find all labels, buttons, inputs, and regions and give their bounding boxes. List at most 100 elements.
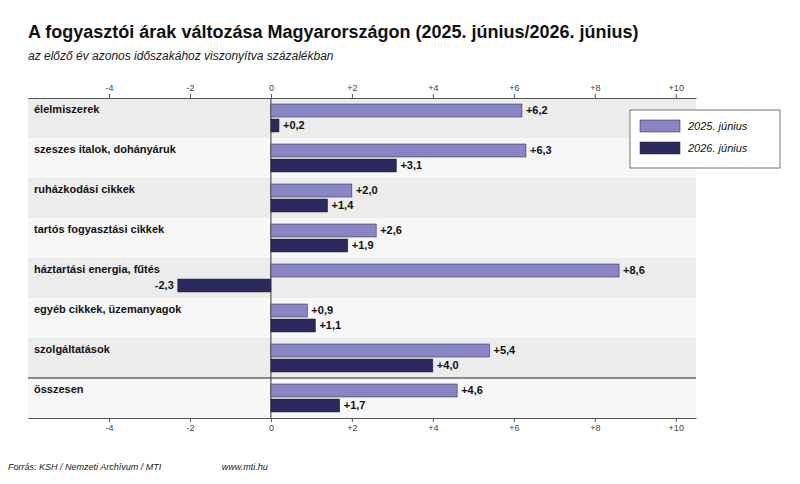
value-label: +5,4: [494, 344, 517, 356]
row-background: [28, 98, 696, 138]
value-labels: +6,2+6,3+2,0+2,6+8,6+0,9+5,4+4,6+0,2+3,1…: [155, 104, 645, 411]
bar: [178, 279, 271, 292]
tick-label: +8: [590, 423, 600, 433]
tick: +8: [590, 418, 600, 433]
tick-label: -2: [186, 83, 194, 93]
tick: -2: [186, 418, 194, 433]
tick-label: +8: [590, 83, 600, 93]
category-label: egyéb cikkek, üzemanyagok: [34, 303, 182, 315]
website: www.mti.hu: [222, 462, 268, 472]
subtitle: az előző év azonos időszakához viszonyít…: [28, 49, 334, 63]
bar: [271, 384, 457, 397]
value-label: +4,0: [437, 359, 459, 371]
category-label: háztartási energia, fűtés: [34, 263, 160, 275]
value-label: +0,2: [283, 119, 305, 131]
value-label: +2,0: [356, 184, 378, 196]
row-background: [28, 178, 696, 218]
value-label: +6,3: [530, 144, 552, 156]
legend-swatch: [640, 120, 680, 132]
tick-mark: [271, 94, 272, 98]
tick-mark: [352, 94, 353, 98]
value-label: +4,6: [461, 384, 483, 396]
tick: +4: [428, 83, 438, 98]
chart: A fogyasztói árak változása Magyarország…: [0, 0, 800, 484]
tick-mark: [190, 418, 191, 422]
tick-mark: [514, 94, 515, 98]
row-background: [28, 258, 696, 298]
tick: +2: [347, 418, 357, 433]
source: Forrás: KSH / Nemzeti Archívum / MTI: [8, 462, 162, 472]
tick-label: 0: [269, 83, 274, 93]
tick-mark: [352, 418, 353, 422]
x-axis-bottom: -4 -2 0 +2 +4 +6 +8 +10: [29, 418, 697, 433]
tick: -4: [105, 418, 113, 433]
bar: [271, 264, 619, 277]
tick-mark: [271, 418, 272, 422]
category-labels: élelmiszerekszeszes italok, dohányárukru…: [34, 103, 182, 395]
category-label: összesen: [34, 383, 84, 395]
tick-mark: [514, 418, 515, 422]
tick-label: +4: [428, 83, 438, 93]
legend-label: 2025. június: [687, 120, 748, 132]
tick: +4: [428, 418, 438, 433]
tick-label: +6: [509, 423, 519, 433]
bar: [271, 144, 526, 157]
tick-label: -2: [186, 423, 194, 433]
tick-mark: [433, 418, 434, 422]
tick-mark: [676, 418, 677, 422]
row-background: [28, 338, 696, 378]
separator: [28, 377, 696, 378]
value-label: -2,3: [155, 279, 174, 291]
tick: +6: [509, 418, 519, 433]
bar: [271, 399, 340, 412]
tick-mark: [595, 94, 596, 98]
tick: -2: [186, 83, 194, 98]
category-label: szolgáltatások: [34, 343, 111, 355]
tick: +10: [669, 418, 684, 433]
row-background: [28, 378, 696, 418]
tick-label: -4: [105, 83, 113, 93]
bar: [271, 319, 316, 332]
bar: [271, 159, 397, 172]
tick: +8: [590, 83, 600, 98]
tick: +10: [669, 83, 684, 98]
row-background: [28, 218, 696, 258]
row-background: [28, 298, 696, 338]
tick-mark: [595, 418, 596, 422]
tick: 0: [269, 83, 274, 98]
bar: [271, 224, 376, 237]
tick-label: +2: [347, 83, 357, 93]
bar: [271, 239, 348, 252]
tick-mark: [676, 94, 677, 98]
bar: [271, 304, 307, 317]
tick-label: +4: [428, 423, 438, 433]
category-label: tartós fogyasztási cikkek: [34, 223, 165, 235]
bar: [271, 344, 490, 357]
category-label: ruházkodási cikkek: [34, 183, 136, 195]
tick: -4: [105, 83, 113, 98]
value-label: +1,4: [332, 199, 355, 211]
value-label: +1,1: [319, 319, 341, 331]
bar: [271, 104, 522, 117]
bar: [271, 184, 352, 197]
title: A fogyasztói árak változása Magyarország…: [28, 22, 639, 42]
legend-label: 2026. június: [687, 142, 748, 154]
tick-label: +10: [669, 83, 684, 93]
value-label: +0,9: [311, 304, 333, 316]
value-label: +1,7: [344, 399, 366, 411]
bar: [271, 359, 433, 372]
tick-mark: [190, 94, 191, 98]
value-label: +8,6: [623, 264, 645, 276]
axis-line: [29, 98, 697, 99]
tick-label: -4: [105, 423, 113, 433]
value-label: +6,2: [526, 104, 548, 116]
tick: +6: [509, 83, 519, 98]
row-backgrounds: [28, 98, 696, 418]
tick-label: +6: [509, 83, 519, 93]
axis-line: [29, 418, 697, 419]
tick-label: +10: [669, 423, 684, 433]
tick-label: 0: [269, 423, 274, 433]
category-label: élelmiszerek: [34, 103, 100, 115]
tick-mark: [109, 418, 110, 422]
bars: [178, 104, 619, 412]
